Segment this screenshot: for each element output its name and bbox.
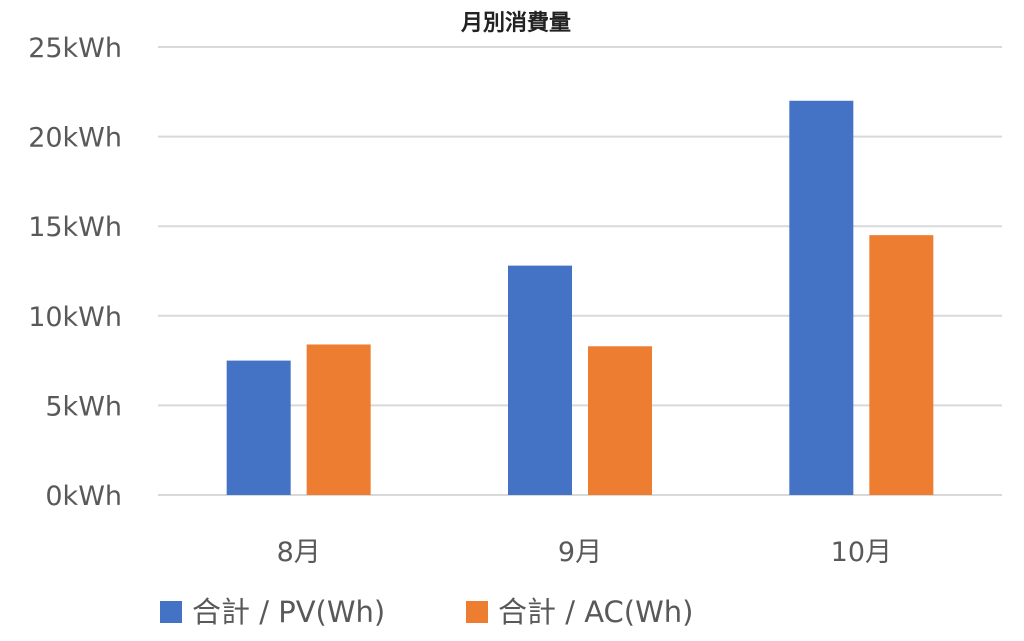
x-tick-label: 9月 (558, 537, 602, 568)
bar-ac-3 (869, 235, 934, 495)
y-axis-ticks: 0kWh 5kWh 10kWh 15kWh 20kWh 25kWh (28, 33, 122, 512)
y-tick-label: 20kWh (28, 123, 122, 154)
bar-pv-2 (508, 265, 572, 495)
y-tick-label: 0kWh (45, 481, 122, 512)
legend: 合計 / PV(Wh) 合計 / AC(Wh) (160, 595, 693, 629)
chart-title: 月別消費量 (460, 11, 571, 36)
legend-swatch (160, 601, 182, 623)
x-tick-label: 8月 (277, 537, 321, 568)
y-tick-label: 10kWh (28, 302, 122, 333)
y-tick-label: 25kWh (28, 33, 122, 64)
bars (226, 100, 934, 495)
y-tick-label: 15kWh (28, 212, 122, 243)
x-tick-label: 10月 (831, 537, 892, 568)
bar-pv-1 (226, 360, 291, 495)
gridlines (158, 46, 1002, 496)
legend-swatch (466, 601, 488, 623)
legend-label: 合計 / PV(Wh) (192, 595, 385, 629)
legend-label: 合計 / AC(Wh) (498, 595, 693, 629)
bar-ac-1 (306, 344, 371, 495)
y-tick-label: 5kWh (45, 391, 122, 422)
bar-pv-3 (789, 100, 854, 495)
bar-ac-2 (588, 346, 652, 495)
x-axis-ticks: 8月 9月 10月 (277, 537, 892, 568)
